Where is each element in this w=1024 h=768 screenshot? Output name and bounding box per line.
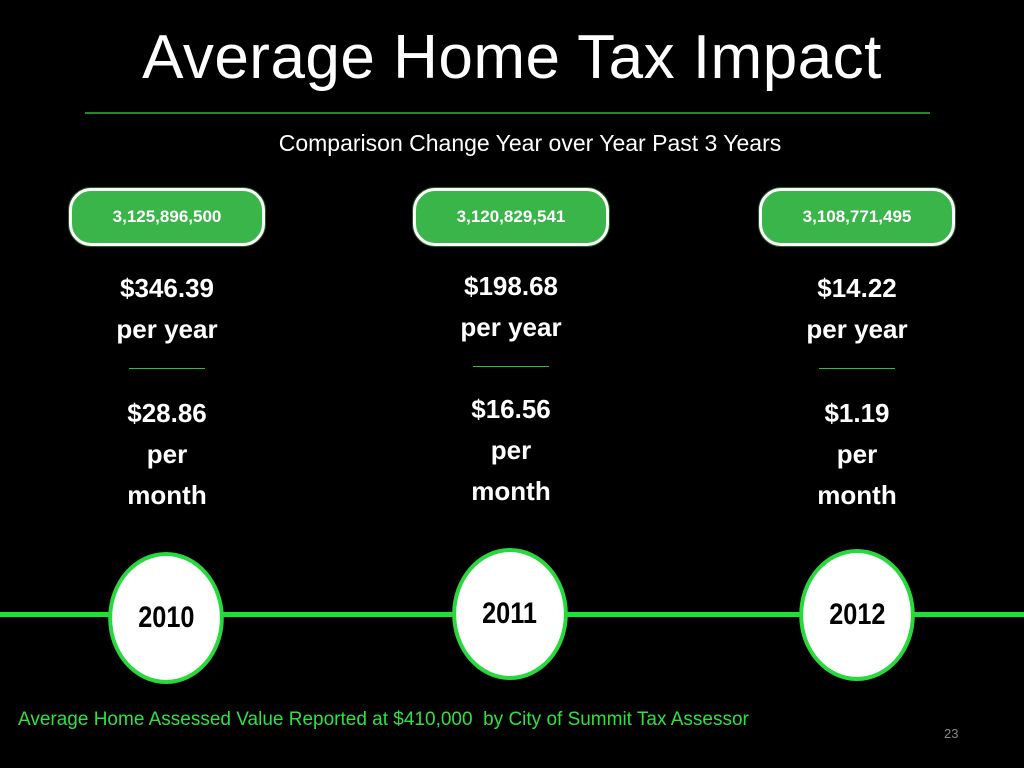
assessed-total-pill-2011: 3,120,829,541 [413,188,609,246]
per-year-amount-2011: $198.68 [464,271,558,301]
year-marker-2010: 2010 [108,552,224,684]
column-2011: 3,120,829,541 $198.68 per year $16.56 pe… [411,188,611,512]
per-month-label-month-2012: month [817,480,897,510]
per-month-amount-2010: $28.86 [127,398,207,428]
assessed-total-pill-2012: 3,108,771,495 [759,188,955,246]
slide-number: 23 [944,726,959,741]
year-label-2010: 2010 [137,601,195,634]
per-year-block-2012: $14.22 per year [757,268,957,350]
column-2012: 3,108,771,495 $14.22 per year $1.19 per … [757,188,957,516]
per-year-label-2012: per year [806,314,908,344]
column-divider-2012 [819,368,895,369]
per-month-label-per-2011: per [490,435,532,465]
year-label-2011: 2011 [482,597,538,630]
per-month-label-per-2010: per [146,439,188,469]
per-year-block-2011: $198.68 per year [411,266,611,348]
per-year-label-2010: per year [116,314,218,344]
slide-title: Average Home Tax Impact [142,23,882,92]
assessed-total-pill-2010: 3,125,896,500 [69,188,265,246]
per-month-block-2012: $1.19 per month [757,393,957,516]
per-month-block-2010: $28.86 per month [67,393,267,516]
per-month-label-month-2011: month [471,476,551,506]
title-divider [85,112,930,114]
column-divider-2010 [129,368,205,369]
per-month-label-per-2012: per [836,439,878,469]
per-year-label-2011: per year [460,312,562,342]
slide-subtitle: Comparison Change Year over Year Past 3 … [278,130,782,156]
per-month-amount-2012: $1.19 [824,398,890,428]
column-divider-2011 [473,366,549,367]
per-month-amount-2011: $16.56 [471,394,551,424]
year-marker-2012: 2012 [799,549,915,681]
year-label-2012: 2012 [828,598,886,631]
per-month-label-month-2010: month [127,480,207,510]
footnote: Average Home Assessed Value Reported at … [18,709,749,730]
per-year-block-2010: $346.39 per year [67,268,267,350]
per-year-amount-2012: $14.22 [817,273,897,303]
per-month-block-2011: $16.56 per month [411,389,611,512]
year-marker-2011: 2011 [452,548,568,680]
column-2010: 3,125,896,500 $346.39 per year $28.86 pe… [67,188,267,516]
per-year-amount-2010: $346.39 [120,273,214,303]
